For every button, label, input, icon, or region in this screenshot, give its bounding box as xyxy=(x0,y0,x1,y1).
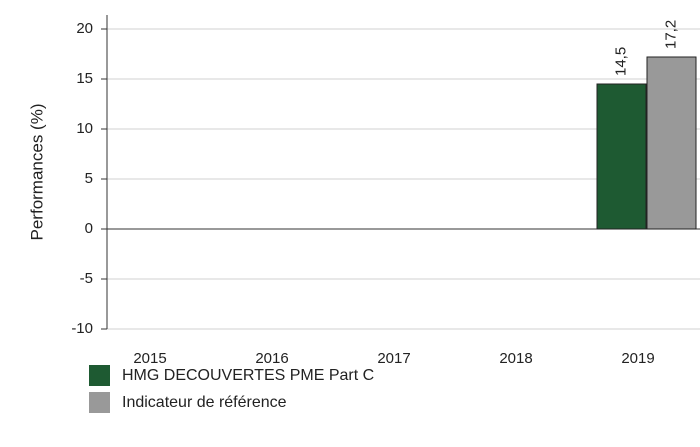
y-axis-label: Performances (%) xyxy=(27,104,46,241)
legend-swatch xyxy=(89,365,110,386)
x-tick-label: 2016 xyxy=(255,350,288,367)
value-label: 14,5 xyxy=(612,47,629,76)
bar xyxy=(646,56,697,230)
x-tick-label: 2019 xyxy=(621,350,654,367)
bar xyxy=(596,83,647,230)
y-tick-label: 5 xyxy=(85,170,93,187)
legend-label: Indicateur de référence xyxy=(122,394,287,411)
legend-label: HMG DECOUVERTES PME Part C xyxy=(122,367,374,384)
x-tick-label: 2018 xyxy=(499,350,532,367)
y-tick-label: 20 xyxy=(76,20,93,37)
y-tick-label: 10 xyxy=(76,120,93,137)
x-tick-label: 2017 xyxy=(377,350,410,367)
y-tick-label: 15 xyxy=(76,70,93,87)
y-tick-label: -10 xyxy=(71,320,93,337)
x-tick-label: 2015 xyxy=(133,350,166,367)
y-tick-label: -5 xyxy=(80,270,93,287)
legend-swatch xyxy=(89,392,110,413)
y-tick-label: 0 xyxy=(85,220,93,237)
value-label: 17,2 xyxy=(662,20,679,49)
